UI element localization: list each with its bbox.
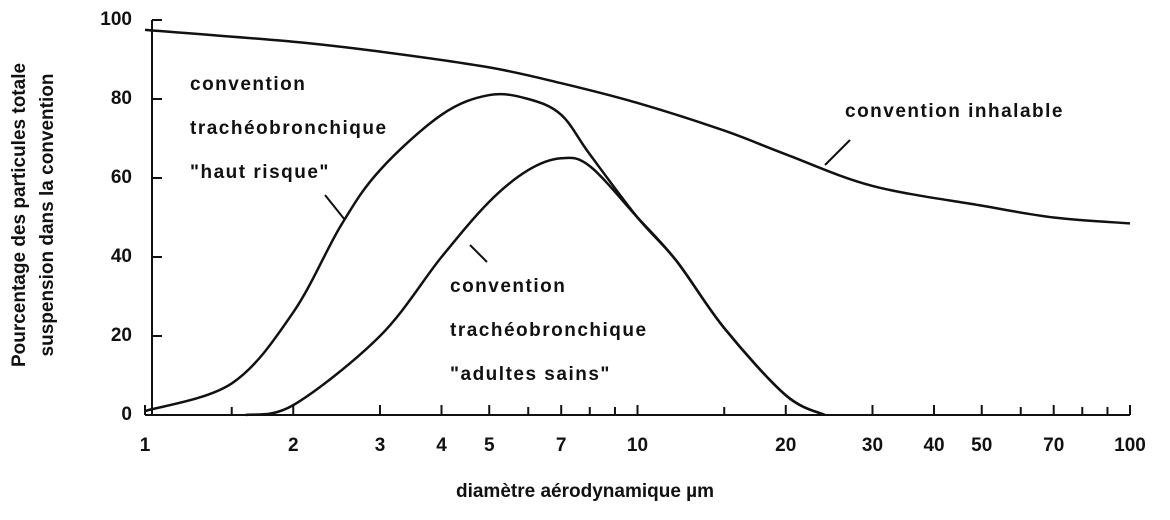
annotation: trachéobronchique xyxy=(190,118,388,139)
x-tick-label: 3 xyxy=(375,435,386,456)
annotation: convention xyxy=(190,74,306,95)
x-tick-label: 1 xyxy=(140,435,151,456)
x-tick-label: 4 xyxy=(436,435,447,456)
y-axis-label: Pourcentage des particules totale xyxy=(9,63,30,367)
annotation: convention xyxy=(450,276,566,297)
curve xyxy=(245,156,826,417)
x-tick-label: 70 xyxy=(1043,435,1064,456)
y-tick-label: 100 xyxy=(100,9,132,30)
x-tick-label: 10 xyxy=(627,435,648,456)
leader-line xyxy=(324,194,346,221)
x-tick-label: 7 xyxy=(556,435,567,456)
x-tick-label: 5 xyxy=(484,435,495,456)
y-tick-label: 60 xyxy=(111,167,132,188)
x-tick-label: 40 xyxy=(923,435,944,456)
annotation: trachéobronchique xyxy=(450,320,648,341)
y-tick-label: 0 xyxy=(121,404,132,425)
x-tick-label: 50 xyxy=(971,435,992,456)
y-axis-label: suspension dans la convention xyxy=(37,74,58,357)
y-tick-label: 40 xyxy=(111,246,132,267)
y-tick-label: 80 xyxy=(111,88,132,109)
annotation: convention inhalable xyxy=(845,101,1064,122)
x-axis-label: diamètre aérodynamique µm xyxy=(456,481,714,502)
y-tick-label: 20 xyxy=(111,325,132,346)
leader-line xyxy=(469,244,488,263)
x-tick-label: 100 xyxy=(1114,435,1146,456)
leader-line xyxy=(824,139,851,166)
x-tick-label: 2 xyxy=(288,435,299,456)
curve xyxy=(144,28,1131,225)
x-tick-label: 30 xyxy=(862,435,883,456)
annotation: "adultes sains" xyxy=(450,364,611,385)
x-tick-label: 20 xyxy=(775,435,796,456)
annotation: "haut risque" xyxy=(190,162,330,183)
